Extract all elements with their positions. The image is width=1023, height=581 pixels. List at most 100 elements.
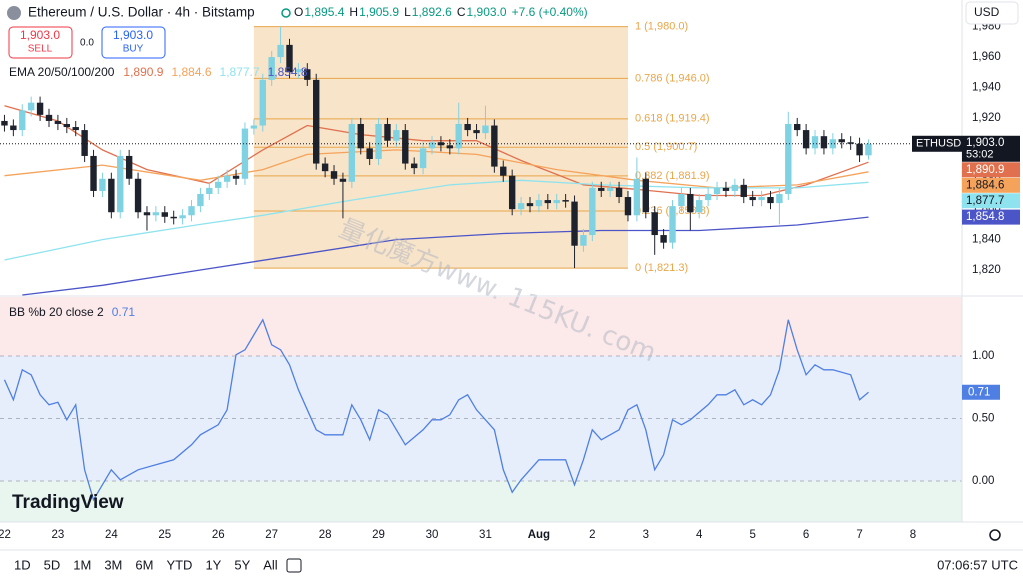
- x-tick-label: 27: [265, 529, 278, 541]
- candle-body: [785, 123, 792, 194]
- candle-body: [81, 130, 88, 156]
- buy-button[interactable]: [101, 26, 166, 59]
- currency-button[interactable]: [965, 1, 1019, 25]
- ema-legend-value: 1,877.7: [220, 65, 260, 79]
- candle-body: [321, 163, 329, 172]
- range-button[interactable]: 5Y: [234, 557, 250, 572]
- candle-body: [820, 136, 828, 149]
- candle-body: [45, 114, 53, 121]
- candle-body: [802, 130, 810, 149]
- toolbar: 1D 5D 1M 3M 6M YTD 1Y 5Y All: [14, 557, 278, 572]
- sell-button[interactable]: [8, 26, 73, 59]
- fib-label: 0.5 (1,900.7): [635, 141, 697, 153]
- candle-body: [134, 178, 142, 213]
- candle-body: [250, 125, 258, 129]
- ema-tag: [962, 193, 1020, 209]
- candle-body: [36, 102, 44, 115]
- x-tick-label: 31: [479, 529, 492, 541]
- ohlc-value: 1,905.9: [359, 5, 399, 19]
- range-button[interactable]: 3M: [104, 557, 122, 572]
- ema-tag-text: 1,884.6: [966, 179, 1004, 191]
- y-tick-label: 0.50: [972, 413, 994, 425]
- range-button[interactable]: 1D: [14, 557, 31, 572]
- candle-body: [143, 212, 151, 216]
- candle-body: [500, 166, 507, 176]
- range-button[interactable]: YTD: [166, 557, 192, 572]
- x-tick-label: 23: [51, 529, 64, 541]
- buy-label[interactable]: BUY: [123, 44, 144, 55]
- currency[interactable]: USD: [974, 5, 1000, 19]
- sell-price[interactable]: 1,903.0: [20, 28, 60, 42]
- candle-body: [410, 163, 418, 169]
- range-button[interactable]: 5D: [44, 557, 61, 572]
- lower-band: [0, 481, 962, 522]
- logo: TradingView: [12, 492, 124, 513]
- candle-body: [348, 123, 356, 182]
- candles: [0, 26, 912, 269]
- buy-price[interactable]: 1,903.0: [113, 28, 153, 42]
- candle-body: [188, 206, 195, 216]
- calendar-icon[interactable]: [286, 558, 302, 573]
- candle-body: [446, 145, 454, 149]
- candle-body: [90, 155, 97, 191]
- symbol-title: Ethereum / U.S. Dollar · 4h · Bitstamp: [28, 5, 255, 20]
- fib-label: 0.618 (1,919.4): [635, 113, 710, 125]
- ema-legend-title: EMA 20/50/100/200: [9, 65, 115, 79]
- candle-body: [117, 155, 124, 213]
- coin-icon: [7, 6, 21, 20]
- range-button[interactable]: 1M: [73, 557, 91, 572]
- range-button[interactable]: 6M: [135, 557, 153, 572]
- last-price-text: 1,903.0: [966, 137, 1004, 149]
- candle-body: [108, 178, 115, 213]
- x-tick-label: 26: [212, 529, 225, 541]
- ema-tag-text: 1,854.8: [966, 211, 1004, 223]
- candle-body: [508, 175, 516, 210]
- ema-tag-text: 1,877.7: [966, 195, 1004, 207]
- candle-body: [63, 123, 71, 128]
- candle-body: [651, 212, 658, 236]
- candle-body: [268, 57, 275, 80]
- candle-body: [27, 102, 35, 111]
- y-tick-label: 1,820: [972, 264, 1001, 276]
- range-button[interactable]: 1Y: [205, 557, 221, 572]
- x-tick-label: 24: [105, 529, 118, 541]
- x-tick-label: 2: [589, 529, 595, 541]
- candle-body: [740, 184, 747, 198]
- ema-tag: [962, 209, 1020, 225]
- candle-body: [464, 123, 471, 131]
- ohlc: O 1,895.4 H 1,905.9 L 1,892.6 C 1,903.0 +7.6 (+0…: [294, 5, 588, 19]
- candle-body: [161, 212, 168, 217]
- fib-label: 1 (1,980.0): [635, 21, 688, 33]
- indicator: BB %b 20 close 2 0.71: [0, 305, 962, 502]
- candle-body: [384, 123, 391, 141]
- candle-body: [206, 187, 213, 194]
- ema-legend-value: 1,884.6: [171, 65, 211, 79]
- candle-body: [304, 69, 311, 80]
- candle-body: [580, 235, 587, 246]
- candle-body: [419, 148, 427, 169]
- indicator-legend-value: 0.71: [112, 305, 136, 319]
- candle-body: [54, 120, 62, 124]
- settings-icon[interactable]: [989, 529, 1001, 541]
- candle-body: [794, 123, 801, 131]
- candle-body: [704, 193, 712, 201]
- y-tick-label: 1,960: [972, 51, 1001, 63]
- x-tick-label: 6: [803, 529, 809, 541]
- candle-body: [722, 187, 730, 191]
- x-tick-label: 8: [910, 529, 916, 541]
- candle-body: [19, 110, 26, 131]
- ema-legend-value: 1,854.8: [268, 65, 308, 79]
- ohlc-value: 1,903.0: [467, 5, 507, 19]
- backgrounds: [0, 297, 962, 522]
- change: +7.6 (+0.40%): [512, 5, 588, 19]
- x-tick-label: 28: [319, 529, 332, 541]
- sell-label[interactable]: SELL: [28, 44, 53, 55]
- candle-body: [197, 193, 204, 207]
- range-button[interactable]: All: [263, 557, 278, 572]
- ema-tag-text: 1,890.9: [966, 164, 1004, 176]
- candle-body: [829, 139, 837, 149]
- candle-body: [562, 200, 569, 202]
- x-tick-label: 4: [696, 529, 703, 541]
- last-price-tag: [962, 135, 1020, 162]
- candle-body: [544, 200, 552, 204]
